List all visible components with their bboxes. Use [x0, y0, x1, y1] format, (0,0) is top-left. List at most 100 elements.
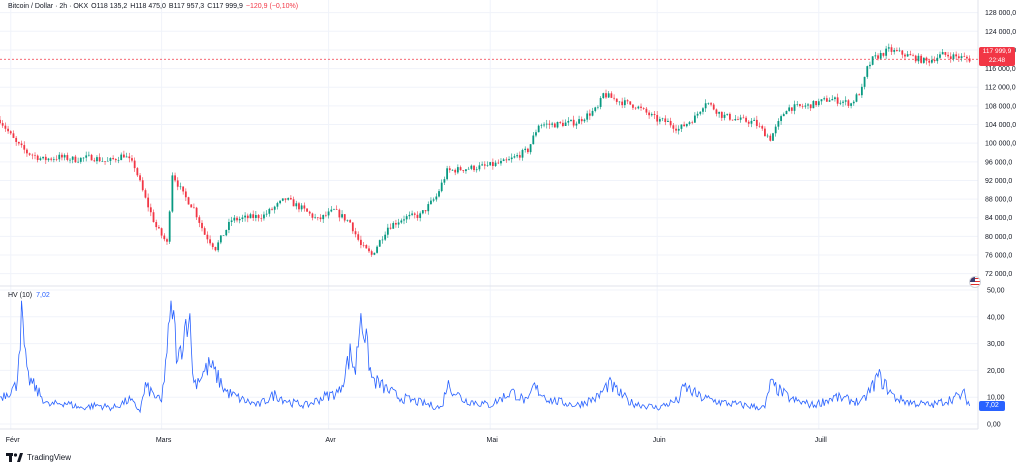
- tradingview-brand[interactable]: TradingView: [6, 453, 71, 462]
- candle-body: [252, 214, 255, 218]
- candle-body: [295, 203, 298, 207]
- grid-lines: [0, 0, 978, 429]
- candle-body: [411, 213, 413, 215]
- candle-body: [93, 160, 96, 162]
- candle-body: [613, 97, 615, 99]
- candle-body: [322, 214, 325, 220]
- candle-body: [879, 53, 882, 59]
- candle-body: [799, 104, 801, 106]
- candle-body: [920, 55, 923, 63]
- candle-body: [939, 54, 941, 58]
- candle-body: [532, 135, 535, 145]
- candle-body: [834, 97, 836, 100]
- candle-body: [193, 207, 195, 209]
- candle-body: [559, 122, 562, 123]
- candle-body: [664, 118, 667, 122]
- candle-body: [807, 104, 809, 106]
- candle-body: [863, 76, 866, 87]
- hv-title[interactable]: HV (10): [8, 292, 33, 299]
- candle-body: [9, 131, 12, 134]
- candle-body: [483, 164, 486, 166]
- candle-body: [470, 165, 473, 169]
- us-flag-icon[interactable]: [969, 276, 981, 288]
- candle-body: [114, 159, 117, 161]
- candle-body: [195, 207, 198, 218]
- candle-body: [874, 55, 877, 57]
- candle-body: [174, 175, 176, 181]
- candle-body: [804, 105, 807, 107]
- candle-body: [494, 162, 497, 166]
- candle-body: [788, 107, 791, 111]
- candle-body: [710, 103, 712, 105]
- candle-body: [254, 215, 257, 218]
- candle-body: [112, 158, 115, 160]
- time-axis[interactable]: Févr Mars Avr Mai Juin Juill: [6, 437, 827, 444]
- candle-body: [693, 115, 696, 123]
- candle-body: [949, 56, 952, 59]
- candle-body: [931, 59, 933, 63]
- candle-body: [551, 123, 554, 125]
- candle-body: [467, 168, 470, 170]
- candle-body: [702, 108, 704, 112]
- last-price-value: 117 999,9: [982, 48, 1012, 55]
- candle-body: [63, 155, 66, 158]
- candle-body: [588, 113, 591, 116]
- candle-body: [424, 210, 427, 212]
- candle-body: [882, 53, 885, 56]
- candle-body: [289, 198, 292, 200]
- candle-body: [906, 54, 909, 57]
- candle-body: [7, 128, 9, 132]
- candle-body: [685, 123, 688, 127]
- candle-body: [936, 57, 939, 62]
- candle-body: [572, 119, 575, 126]
- candle-body: [688, 122, 691, 124]
- candle-body: [737, 119, 739, 120]
- candle-body: [648, 112, 651, 116]
- price-tick-label: 104 000,0: [985, 122, 1016, 129]
- candle-body: [742, 117, 745, 119]
- candle-body: [842, 101, 844, 103]
- candle-body: [271, 208, 273, 210]
- candle-body: [184, 191, 187, 198]
- candle-body: [904, 54, 906, 57]
- candle-body: [952, 54, 955, 59]
- candle-body: [214, 247, 217, 251]
- candle-body: [36, 155, 39, 161]
- candle-body: [707, 103, 710, 104]
- candle-body: [306, 208, 308, 212]
- candle-body: [718, 111, 721, 114]
- candle-body: [914, 55, 917, 62]
- candle-body: [809, 104, 812, 109]
- candle-body: [397, 222, 400, 225]
- candle-body: [179, 186, 182, 188]
- candle-body: [187, 197, 190, 205]
- candle-body: [489, 162, 492, 166]
- price-tick-label: 124 000,0: [985, 29, 1016, 36]
- candle-body: [812, 100, 815, 109]
- candle-body: [618, 101, 621, 103]
- candle-body: [696, 113, 699, 116]
- hv-tick-label: 30,00: [987, 341, 1005, 348]
- candle-body: [772, 133, 774, 141]
- candle-body: [206, 234, 209, 240]
- candle-body: [774, 126, 777, 134]
- candle-body: [136, 168, 139, 176]
- hv-axis[interactable]: 0,00 10,00 20,00 30,00 40,00 50,00: [987, 288, 1005, 429]
- candle-body: [583, 119, 586, 122]
- candle-body: [839, 102, 842, 104]
- candle-body: [500, 160, 502, 164]
- candle-body: [790, 107, 793, 111]
- symbol-title[interactable]: Bitcoin / Dollar · 2h · OKX: [8, 3, 89, 10]
- price-tick-label: 116 000,0: [985, 66, 1016, 73]
- candle-body: [217, 242, 220, 251]
- candle-body: [152, 212, 155, 223]
- candle-body: [844, 100, 847, 102]
- candle-body: [52, 159, 55, 160]
- candle-body: [246, 215, 249, 219]
- open-value: O118 135,2: [91, 3, 128, 10]
- candle-body: [825, 98, 828, 102]
- time-tick-label: Avr: [325, 437, 336, 444]
- candle-body: [629, 101, 632, 105]
- candle-body: [543, 124, 545, 126]
